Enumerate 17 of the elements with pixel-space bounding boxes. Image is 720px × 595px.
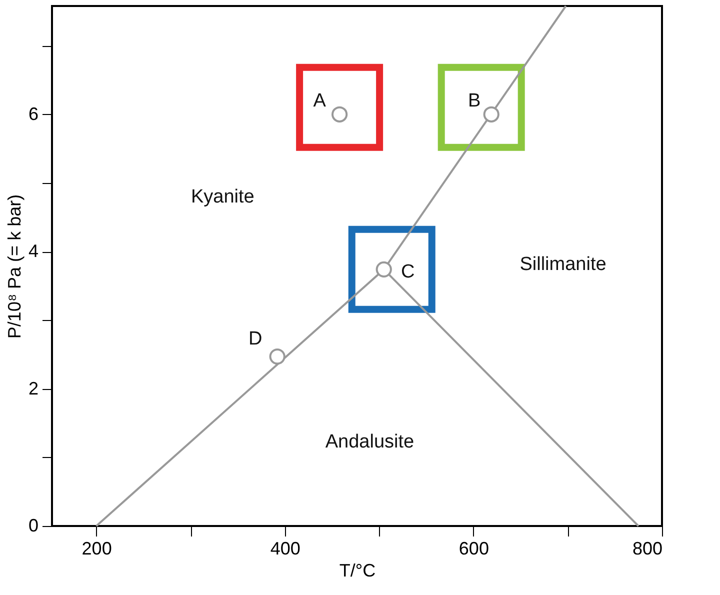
annotation: C [401, 261, 415, 282]
annotation: A [313, 90, 326, 112]
annotation: Sillimanite [520, 254, 606, 275]
annotation: Kyanite [190, 186, 254, 208]
x-tick-label: 400 [270, 538, 300, 558]
y-tick-label: 6 [28, 104, 38, 124]
y-tick-label: 0 [28, 516, 38, 536]
x-tick-label: 200 [82, 538, 112, 558]
annotation: B [468, 90, 481, 112]
y-tick-label: 4 [28, 241, 38, 262]
y-tick-label: 2 [28, 378, 38, 398]
x-tick-label: 600 [458, 538, 489, 558]
x-tick-label: 800 [632, 538, 662, 558]
annotation: D [248, 328, 262, 350]
x-axis-title: T/°C [339, 560, 376, 580]
annotation: Andalusite [325, 432, 414, 453]
y-axis-title: P/10⁸ Pa (= k bar) [4, 194, 24, 339]
